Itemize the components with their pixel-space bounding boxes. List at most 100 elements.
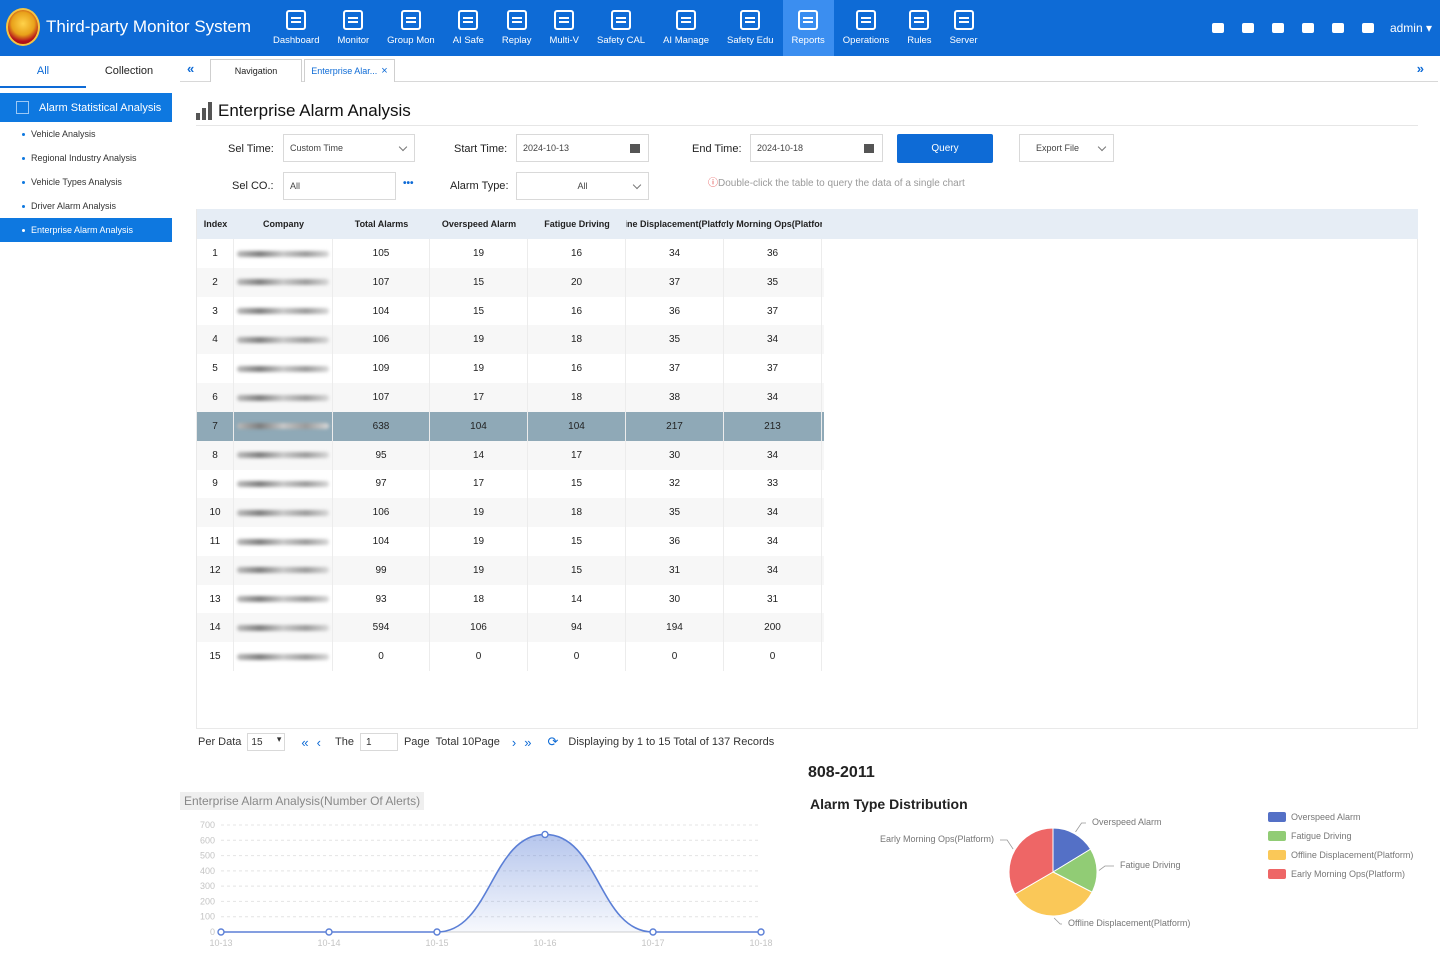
multi-video-icon bbox=[554, 10, 575, 30]
download-icon[interactable] bbox=[1210, 21, 1226, 35]
next-page-icon[interactable]: › bbox=[511, 734, 517, 750]
redacted-company-name bbox=[237, 250, 329, 257]
close-icon[interactable]: × bbox=[381, 65, 388, 77]
tab-navigation[interactable]: Navigation bbox=[210, 59, 302, 82]
more-icon[interactable]: ••• bbox=[403, 178, 414, 189]
cell-offline-displacement-platform: 31 bbox=[626, 555, 724, 585]
scroll-tabs-right-icon[interactable]: » bbox=[1416, 61, 1424, 76]
last-page-icon[interactable]: » bbox=[524, 734, 532, 750]
table-row[interactable]: 8 95 14 17 30 34 bbox=[197, 440, 824, 470]
cell-company bbox=[234, 642, 333, 672]
sidebar-item-vehicle-types-analysis[interactable]: Vehicle Types Analysis bbox=[0, 170, 172, 194]
cloud-icon[interactable] bbox=[1360, 21, 1376, 35]
nav-replay[interactable]: Replay bbox=[493, 0, 541, 56]
start-time-label-text: Start Time bbox=[454, 143, 505, 155]
nav-group-mon[interactable]: Group Mon bbox=[378, 0, 444, 56]
per-page-select[interactable]: 15 ▾ bbox=[247, 733, 286, 751]
cell-overspeed-alarm: 104 bbox=[430, 411, 528, 441]
nav-label: Safety Edu bbox=[727, 35, 774, 46]
nav-dashboard[interactable]: Dashboard bbox=[264, 0, 328, 56]
table-row[interactable]: 4 106 19 18 35 34 bbox=[197, 325, 824, 355]
legend-item-early-morning-ops-platform[interactable]: Early Morning Ops(Platform) bbox=[1268, 869, 1405, 879]
pie-chart-heading: 808-2011 bbox=[808, 764, 875, 781]
sidebar-item-vehicle-analysis[interactable]: Vehicle Analysis bbox=[0, 122, 172, 146]
nav-ai-safe[interactable]: AI Safe bbox=[444, 0, 493, 56]
calendar-icon[interactable] bbox=[864, 144, 874, 153]
user-menu[interactable]: admin ▾ bbox=[1390, 21, 1432, 35]
alarm-type-distribution-chart: 808-2011 Alarm Type Distribution Overspe… bbox=[790, 760, 1430, 956]
nav-multi-v[interactable]: Multi-V bbox=[540, 0, 588, 56]
column-header-overspeed-alarm[interactable]: Overspeed Alarm bbox=[441, 219, 517, 229]
sel-co-input[interactable]: All bbox=[283, 172, 396, 200]
end-time-input[interactable]: 2024-10-18 bbox=[750, 134, 883, 162]
nav-ai-manage[interactable]: AI Manage bbox=[654, 0, 718, 56]
table-row[interactable]: 15 0 0 0 0 0 bbox=[197, 642, 824, 672]
legend-item-offline-displacement-platform[interactable]: Offline Displacement(Platform) bbox=[1268, 850, 1413, 860]
legend-item-fatigue-driving[interactable]: Fatigue Driving bbox=[1268, 831, 1352, 841]
legend-item-overspeed-alarm[interactable]: Overspeed Alarm bbox=[1268, 812, 1361, 822]
theme-shirt-icon[interactable] bbox=[1300, 21, 1316, 35]
tab-enterprise-alarm-label: Enterprise Alar... bbox=[311, 66, 378, 76]
cell-total-alarms: 99 bbox=[333, 555, 430, 585]
nav-server[interactable]: Server bbox=[941, 0, 987, 56]
table-row[interactable]: 1 105 19 16 34 36 bbox=[197, 239, 824, 268]
nav-safety-cal[interactable]: Safety CAL bbox=[588, 0, 654, 56]
query-button[interactable]: Query bbox=[897, 134, 993, 163]
sidebar-item-regional-industry-analysis[interactable]: Regional Industry Analysis bbox=[0, 146, 172, 170]
sidebar-item-enterprise-alarm-analysis[interactable]: Enterprise Alarm Analysis bbox=[0, 218, 172, 242]
table-row[interactable]: 10 106 19 18 35 34 bbox=[197, 498, 824, 528]
column-header-early-morning-ops-platform[interactable]: Early Morning Ops(Platform) bbox=[724, 219, 822, 229]
column-header-offline-displacement-platform[interactable]: Offline Displacement(Platform) bbox=[626, 219, 724, 229]
sidebar-item-driver-alarm-analysis[interactable]: Driver Alarm Analysis bbox=[0, 194, 172, 218]
sidebar: All Collection Alarm Statistical Analysi… bbox=[0, 56, 172, 960]
tab-enterprise-alarm[interactable]: Enterprise Alar... × bbox=[304, 59, 395, 82]
sidebar-tab-collection[interactable]: Collection bbox=[104, 65, 154, 77]
sidebar-group-alarm-statistical-analysis[interactable]: Alarm Statistical Analysis bbox=[0, 93, 172, 122]
cell-offline-displacement-platform: 194 bbox=[626, 613, 724, 643]
table-row[interactable]: 9 97 17 15 32 33 bbox=[197, 469, 824, 499]
table-row[interactable]: 7 638 104 104 217 213 bbox=[197, 411, 824, 441]
table-row[interactable]: 2 107 15 20 37 35 bbox=[197, 267, 824, 297]
table-row[interactable]: 11 104 19 15 36 34 bbox=[197, 527, 824, 556]
redacted-company-name bbox=[237, 452, 329, 459]
first-page-icon[interactable]: « bbox=[301, 734, 309, 750]
nav-safety-edu[interactable]: Safety Edu bbox=[718, 0, 782, 56]
app-title: Third-party Monitor System bbox=[46, 17, 251, 36]
start-time-input[interactable]: 2024-10-13 bbox=[516, 134, 649, 162]
column-header-total-alarms[interactable]: Total Alarms bbox=[354, 219, 409, 229]
scroll-tabs-left-icon[interactable]: « bbox=[187, 61, 195, 76]
table-row[interactable]: 3 104 15 16 36 37 bbox=[197, 296, 824, 326]
username: admin bbox=[1389, 21, 1423, 35]
column-header-index[interactable]: Index bbox=[203, 219, 228, 229]
grid-apps-icon[interactable] bbox=[1270, 21, 1286, 35]
export-file-select[interactable]: Export File bbox=[1019, 134, 1114, 162]
table-row[interactable]: 14 594 106 94 194 200 bbox=[197, 613, 824, 643]
cell-company bbox=[234, 555, 333, 585]
table-row[interactable]: 12 99 19 15 31 34 bbox=[197, 555, 824, 585]
column-header-fatigue-driving[interactable]: Fatigue Driving bbox=[544, 219, 610, 229]
nav-reports[interactable]: Reports bbox=[782, 0, 834, 56]
sel-time-select[interactable]: Custom Time bbox=[283, 134, 415, 162]
nav-rules[interactable]: Rules bbox=[898, 0, 940, 56]
mail-icon[interactable] bbox=[1330, 21, 1346, 35]
page-number-input[interactable]: 1 bbox=[359, 733, 398, 751]
column-header-company[interactable]: Company bbox=[262, 219, 304, 229]
prev-page-icon[interactable]: ‹ bbox=[316, 734, 321, 750]
table-row[interactable]: 5 109 19 16 37 37 bbox=[197, 354, 824, 384]
alarm-type-select[interactable]: All bbox=[516, 172, 649, 200]
calendar-icon[interactable] bbox=[630, 144, 640, 153]
nav-label: AI Manage bbox=[663, 35, 710, 46]
nav-label: Group Mon bbox=[387, 35, 435, 46]
nav-operations[interactable]: Operations bbox=[834, 0, 898, 56]
table-row[interactable]: 6 107 17 18 38 34 bbox=[197, 383, 824, 412]
sidebar-tab-all[interactable]: All bbox=[0, 56, 86, 88]
nav-monitor[interactable]: Monitor bbox=[328, 0, 378, 56]
table-row[interactable]: 13 93 18 14 30 31 bbox=[197, 584, 824, 614]
cell-early-morning-ops-platform: 36 bbox=[724, 239, 822, 268]
alarm-bell-icon[interactable] bbox=[1240, 21, 1256, 35]
refresh-icon[interactable]: ⟳ bbox=[547, 734, 559, 749]
bullet-icon bbox=[22, 156, 25, 160]
per-data-label: Per Data bbox=[198, 736, 242, 748]
cell-overspeed-alarm: 17 bbox=[430, 469, 528, 499]
redacted-company-name bbox=[237, 653, 329, 660]
